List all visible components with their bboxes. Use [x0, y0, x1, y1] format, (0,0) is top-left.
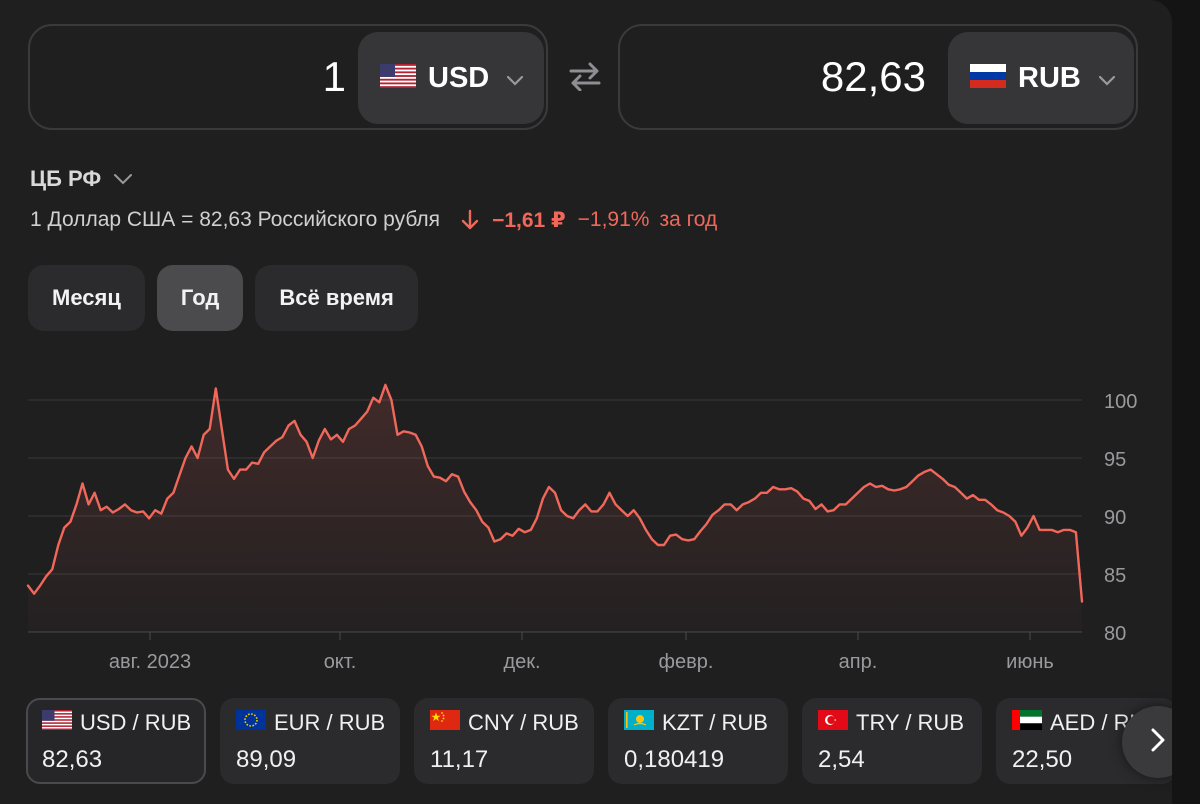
rate-change-abs: −1,61 ₽ [492, 208, 566, 232]
currency-pairs-list: USD / RUB 82,63 EUR / RUB 89,09 [26, 698, 1172, 784]
pair-label: KZT / RUB [662, 710, 768, 735]
from-amount-input[interactable]: 1 [322, 53, 346, 100]
pair-label: USD / RUB [80, 710, 192, 735]
rate-source-label: ЦБ РФ [30, 166, 102, 191]
pairs-strip: USD / RUB 82,63 EUR / RUB 89,09 [0, 690, 1172, 804]
tab-all-time[interactable]: Всё время [255, 265, 418, 331]
tab-year[interactable]: Год [156, 265, 244, 331]
rate-change-period: за год [659, 208, 718, 231]
ae-flag-icon [1012, 710, 1042, 736]
pair-value: 2,54 [818, 746, 865, 773]
tr-flag-icon [818, 710, 848, 736]
rate-summary: 1 Доллар США = 82,63 Российского рубля −… [30, 206, 717, 234]
to-currency-select[interactable]: RUB [948, 32, 1134, 124]
x-tick-label: июнь [1006, 651, 1054, 673]
rate-chart: 100 95 90 85 80 авг. 2023 окт. дек. февр. апр. июн… [26, 383, 1137, 673]
from-currency-code: USD [428, 61, 490, 94]
pair-label: EUR / RUB [274, 710, 386, 735]
converter-card: 1 USD 82 [0, 0, 1172, 804]
x-tick-label: дек. [503, 651, 540, 673]
us-flag-icon [380, 63, 416, 93]
pair-label: TRY / RUB [856, 710, 964, 735]
y-tick-label: 80 [1104, 623, 1126, 645]
kz-flag-icon [624, 710, 654, 736]
y-tick-label: 90 [1104, 507, 1126, 529]
to-amount-input[interactable]: 82,63 [820, 53, 926, 100]
series-area [28, 384, 1082, 632]
chevron-down-icon [113, 173, 133, 185]
swap-arrows-icon [567, 61, 603, 96]
pair-value: 11,17 [430, 746, 489, 773]
to-currency-code: RUB [1018, 61, 1081, 94]
rate-text: 1 Доллар США = 82,63 Российского рубля [30, 208, 441, 231]
y-tick-label: 85 [1104, 565, 1126, 587]
x-tick-label: февр. [659, 651, 714, 673]
series-line-usd-rub [26, 383, 1084, 603]
period-tabs: Месяц Год Всё время [28, 265, 418, 331]
pair-kzt-rub[interactable]: KZT / RUB 0,180419 [608, 698, 788, 784]
pair-try-rub[interactable]: TRY / RUB 2,54 [802, 698, 982, 784]
from-currency-box[interactable]: 1 USD [28, 24, 548, 130]
pair-cny-rub[interactable]: CNY / RUB 11,17 [414, 698, 594, 784]
x-tick-label: окт. [324, 651, 357, 673]
x-tick-label: апр. [839, 651, 878, 673]
pair-value: 89,09 [236, 746, 297, 773]
pair-eur-rub[interactable]: EUR / RUB 89,09 [220, 698, 400, 784]
y-tick-label: 95 [1104, 449, 1126, 471]
chevron-down-icon [507, 73, 524, 86]
rate-source-select[interactable]: ЦБ РФ [30, 166, 133, 192]
pair-value: 82,63 [42, 746, 103, 773]
pair-value: 0,180419 [624, 746, 725, 773]
from-currency-select[interactable]: USD [358, 32, 544, 124]
arrow-down-icon [460, 209, 480, 231]
y-tick-label: 100 [1104, 391, 1137, 413]
swap-currencies-button[interactable] [565, 60, 605, 96]
eu-flag-icon [236, 710, 266, 736]
x-tick-label: авг. 2023 [109, 651, 191, 673]
cn-flag-icon [430, 710, 460, 736]
tab-month[interactable]: Месяц [28, 265, 145, 331]
to-currency-box[interactable]: 82,63 RUB [618, 24, 1138, 130]
pair-value: 22,50 [1012, 746, 1073, 773]
ru-flag-icon [970, 63, 1006, 93]
chevron-down-icon [1098, 73, 1115, 86]
rate-change-pct: −1,91% [577, 208, 650, 231]
chevron-right-icon [1150, 727, 1166, 758]
pairs-next-button[interactable] [1122, 706, 1172, 778]
us-flag-icon [42, 710, 72, 736]
pair-usd-rub[interactable]: USD / RUB 82,63 [26, 698, 206, 784]
pair-label: CNY / RUB [468, 710, 579, 735]
